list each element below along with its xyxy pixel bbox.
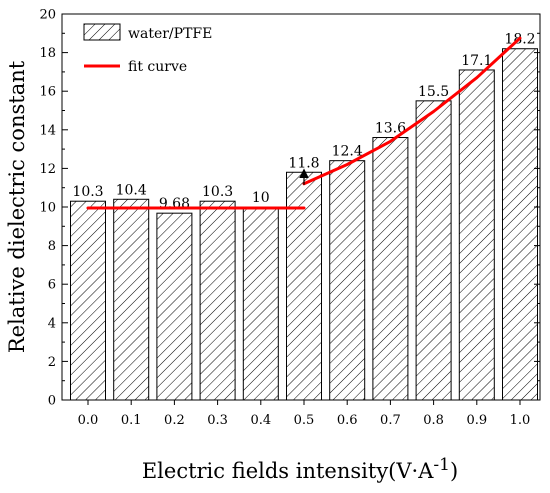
data-label-0.4: 10: [252, 190, 270, 206]
y-tick-label-20: 20: [39, 8, 56, 23]
legend: water/PTFE fit curve: [83, 23, 212, 75]
fit-curve-segment-1: [302, 36, 522, 186]
x-tick-label-0.0: 0.0: [78, 413, 99, 428]
data-label-0.9: 17.1: [461, 53, 492, 69]
data-label-0.5: 11.8: [288, 155, 319, 171]
data-label-0.8: 15.5: [418, 84, 449, 100]
y-tick-label-16: 16: [39, 85, 56, 100]
y-axis-title: Relative dielectric constant: [5, 60, 29, 353]
y-tick-label-0: 0: [48, 394, 56, 409]
x-tick-label-0.8: 0.8: [423, 413, 444, 428]
data-label-0.6: 12.4: [332, 144, 363, 160]
y-tick-label-4: 4: [48, 316, 56, 331]
x-axis-title-main: Electric fields intensity(V·A: [142, 459, 434, 483]
bar-0.8: [415, 100, 452, 401]
y-tick-label-2: 2: [48, 355, 56, 370]
x-tick-label-0.9: 0.9: [466, 413, 487, 428]
data-label-0.7: 13.6: [375, 121, 406, 137]
data-label-0.3: 10.3: [202, 184, 233, 200]
bars-group: [70, 48, 538, 401]
legend-label-water-ptfe: water/PTFE: [128, 26, 212, 42]
x-tick-label-0.6: 0.6: [337, 413, 358, 428]
y-tick-label-10: 10: [39, 201, 56, 216]
data-label-0.2: 9.68: [159, 196, 190, 212]
data-label-0.0: 10.3: [72, 184, 103, 200]
y-tick-label-6: 6: [48, 278, 56, 293]
bar-0.1: [113, 198, 150, 401]
bar-0.2: [156, 212, 193, 401]
y-tick-label-18: 18: [39, 46, 56, 61]
bar-0.5: [286, 171, 322, 401]
bar-0.9: [458, 69, 495, 401]
x-tick-label-0.2: 0.2: [164, 413, 185, 428]
x-tick-label-0.4: 0.4: [250, 413, 271, 428]
x-tick-label-0.1: 0.1: [121, 413, 142, 428]
fit-curve-group: [86, 36, 522, 210]
y-tick-label-14: 14: [39, 123, 56, 138]
x-tick-label-0.3: 0.3: [207, 413, 228, 428]
bar-1.0: [502, 48, 538, 401]
x-tick-label-1.0: 1.0: [510, 413, 531, 428]
x-axis: 0.0 0.1 0.2 0.3 0.4 0.5 0.6 0.7 0.8 0.9 1.0: [78, 400, 531, 428]
data-label-0.1: 10.4: [116, 182, 147, 198]
bar-0.6: [329, 160, 366, 401]
bar-0.7: [372, 137, 409, 401]
x-tick-label-0.7: 0.7: [380, 413, 401, 428]
x-axis-title-sup: -1: [433, 455, 450, 475]
y-tick-label-8: 8: [48, 239, 56, 254]
y-axis: 0 2 4 6 8 10 12 14 16 18 20: [39, 8, 540, 409]
bar-0.0: [70, 200, 106, 401]
x-tick-label-0.5: 0.5: [294, 413, 315, 428]
bar-0.3: [199, 200, 236, 401]
x-axis-title-close: ): [450, 459, 458, 483]
legend-swatch-water-ptfe: [83, 23, 121, 41]
y-tick-label-12: 12: [39, 162, 56, 177]
x-axis-title: Electric fields intensity(V·A-1): [142, 455, 458, 483]
legend-label-fit-curve: fit curve: [128, 59, 187, 75]
bar-0.4: [242, 206, 279, 401]
